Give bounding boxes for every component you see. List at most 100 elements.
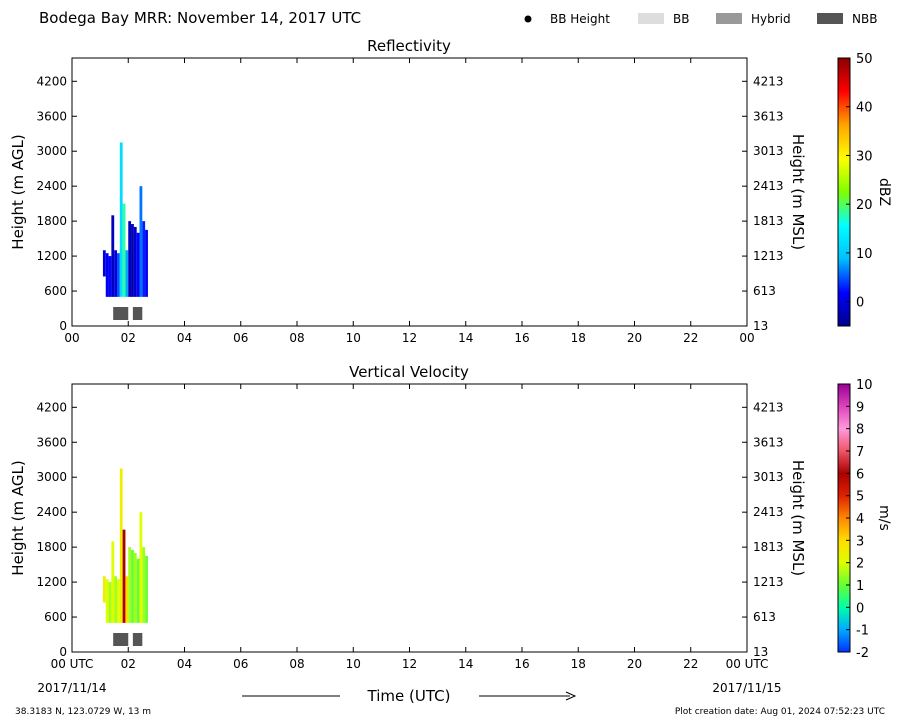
legend-bb-height-marker xyxy=(524,15,532,23)
x-tick-label: 22 xyxy=(683,331,698,345)
x-tick-label: 16 xyxy=(514,331,529,345)
data-column xyxy=(108,582,112,623)
legend: BB Height BB Hybrid NBB xyxy=(524,12,877,26)
y-tick-label: 1800 xyxy=(36,540,67,554)
colorbar-tick-label: 6 xyxy=(856,467,864,482)
x-tick-label: 00 xyxy=(64,331,79,345)
y-tick-label: 1200 xyxy=(36,249,67,263)
x-axis-label: Time (UTC) xyxy=(367,687,451,705)
x-tick-label: 02 xyxy=(121,657,136,671)
start-date: 2017/11/14 xyxy=(37,681,106,695)
y-tick-label: 3000 xyxy=(36,144,67,158)
colorbar-tick-label: 50 xyxy=(856,52,873,67)
data-column xyxy=(122,203,126,297)
x-tick-label: 22 xyxy=(683,657,698,671)
colorbar xyxy=(837,57,851,327)
y-tick-label: 1800 xyxy=(36,214,67,228)
data-column xyxy=(108,256,112,297)
y-tick-label: 0 xyxy=(59,645,67,659)
x-tick-label: 20 xyxy=(627,657,642,671)
x-tick-label: 08 xyxy=(289,657,304,671)
colorbar-tick-label: 3 xyxy=(856,534,864,549)
y-tick-label-right: 1213 xyxy=(753,575,784,589)
colorbar-tick-label: 10 xyxy=(856,247,873,262)
legend-nbb-swatch xyxy=(817,13,843,24)
legend-bb-height-label: BB Height xyxy=(550,12,610,26)
colorbar-tick-label: 9 xyxy=(856,400,864,415)
colorbar-tick-label: 20 xyxy=(856,198,873,213)
vertical-velocity-panel: Vertical Velocity 00 UTC 02 04 06 08 10 12 14 16… xyxy=(9,363,892,671)
x-axis-arrowhead xyxy=(565,691,577,701)
bb-flag-marker xyxy=(132,633,143,646)
x-tick-label: 04 xyxy=(177,331,192,345)
y-tick-label: 4200 xyxy=(36,74,67,88)
y-tick-label-right: 3013 xyxy=(753,144,784,158)
data-column xyxy=(119,468,123,623)
data-column xyxy=(136,558,140,623)
end-date: 2017/11/15 xyxy=(712,681,781,695)
figure-title: Bodega Bay MRR: November 14, 2017 UTC xyxy=(39,9,361,27)
data-column xyxy=(125,576,129,623)
y-tick-label-right: 613 xyxy=(753,610,776,624)
y-tick-label: 3000 xyxy=(36,470,67,484)
bb-flag-marker xyxy=(113,633,129,646)
legend-nbb-label: NBB xyxy=(852,12,877,26)
data-column xyxy=(145,229,148,297)
x-tick-label: 14 xyxy=(458,331,473,345)
data-column xyxy=(142,221,146,297)
data-column xyxy=(117,253,120,297)
data-columns xyxy=(102,468,148,623)
y-tick-label: 4200 xyxy=(36,400,67,414)
data-column xyxy=(117,579,120,623)
x-tick-label: 02 xyxy=(121,331,136,345)
colorbar-label: m/s xyxy=(876,505,892,531)
colorbar-tick-label: 40 xyxy=(856,101,873,116)
x-tick-label: 08 xyxy=(289,331,304,345)
bright-band-flags xyxy=(113,307,143,320)
data-column xyxy=(114,576,117,623)
y-tick-label: 2400 xyxy=(36,179,67,193)
data-column xyxy=(142,547,146,623)
data-column xyxy=(105,253,109,297)
x-tick-label: 14 xyxy=(458,657,473,671)
y-tick-label-right: 3613 xyxy=(753,109,784,123)
data-column xyxy=(119,142,123,297)
colorbar-ticks: 0 10 20 30 40 50 xyxy=(846,52,873,311)
y-axis-label: Height (m AGL) xyxy=(9,460,27,575)
colorbar-tick-label: 1 xyxy=(856,579,864,594)
data-column xyxy=(125,250,129,297)
y-tick-label: 2400 xyxy=(36,505,67,519)
y-axis-right: 13 613 1213 1813 2413 3013 3613 4213 xyxy=(742,74,784,333)
colorbar-tick-label: 7 xyxy=(856,445,864,460)
legend-hybrid-swatch xyxy=(716,13,742,24)
colorbar-tick-label: 0 xyxy=(856,601,864,616)
panel-title: Reflectivity xyxy=(367,37,451,55)
y-tick-label-right: 3013 xyxy=(753,470,784,484)
data-column xyxy=(136,232,140,297)
y-axis-right: 13 613 1213 1813 2413 3013 3613 4213 xyxy=(742,400,784,659)
y-tick-label-right: 13 xyxy=(753,319,768,333)
x-tick-label: 00 xyxy=(739,331,754,345)
x-tick-label: 06 xyxy=(233,331,248,345)
y-tick-label: 600 xyxy=(44,610,67,624)
y-tick-label-right: 3613 xyxy=(753,435,784,449)
colorbar-tick-label: 2 xyxy=(856,557,864,572)
y-tick-label-right: 1813 xyxy=(753,214,784,228)
x-tick-label: 18 xyxy=(571,331,586,345)
y-tick-label-right: 4213 xyxy=(753,400,784,414)
data-columns xyxy=(102,142,148,297)
colorbar-tick-label: -1 xyxy=(856,624,869,639)
data-column xyxy=(139,186,143,297)
creation-date-text: Plot creation date: Aug 01, 2024 07:52:2… xyxy=(675,707,885,717)
x-tick-label: 12 xyxy=(402,657,417,671)
x-tick-label: 06 xyxy=(233,657,248,671)
y-tick-label: 3600 xyxy=(36,435,67,449)
data-column xyxy=(128,221,132,297)
data-column xyxy=(128,547,132,623)
x-tick-label: 10 xyxy=(346,657,361,671)
plot-area xyxy=(71,57,748,327)
colorbar-tick-label: 0 xyxy=(856,296,864,311)
data-column xyxy=(102,576,106,603)
y-axis-label-right: Height (m MSL) xyxy=(789,134,807,250)
y-tick-label: 600 xyxy=(44,284,67,298)
